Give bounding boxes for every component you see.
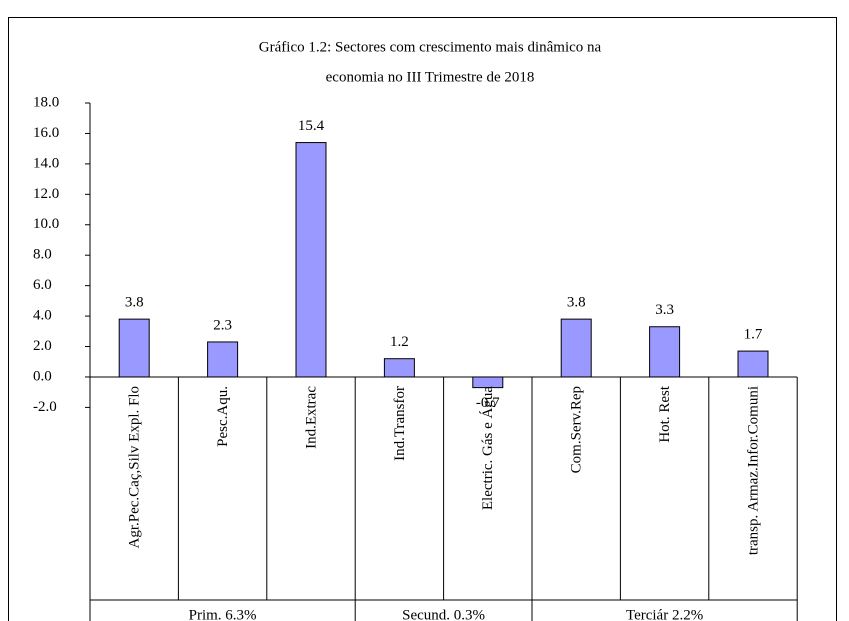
y-tick-label: 12.0 bbox=[33, 186, 59, 202]
group-label: Secund. 0.3% bbox=[402, 607, 485, 621]
x-tick-label: Agr.Pec.Caç,Silv Expl. Flo bbox=[127, 386, 143, 549]
bar bbox=[383, 358, 415, 378]
group-label: Terciár 2.2% bbox=[626, 607, 703, 621]
bar bbox=[737, 350, 769, 378]
data-label: 1.2 bbox=[390, 334, 409, 350]
y-tick-label: 2.0 bbox=[33, 338, 52, 354]
chart-title: Gráfico 1.2: Sectores com crescimento ma… bbox=[259, 39, 602, 55]
chart-title: economia no III Trimestre de 2018 bbox=[326, 69, 535, 85]
y-tick-label: 0.0 bbox=[33, 368, 52, 384]
data-label: 2.3 bbox=[213, 317, 232, 333]
bar bbox=[295, 142, 327, 378]
x-tick-label: Pesc.Aqu. bbox=[215, 386, 231, 447]
y-tick-label: 4.0 bbox=[33, 308, 52, 324]
y-tick-label: 18.0 bbox=[33, 94, 59, 110]
bar bbox=[560, 318, 592, 378]
group-label: Prim. 6.3% bbox=[189, 607, 257, 621]
data-label: -0.7 bbox=[476, 395, 500, 411]
bar bbox=[649, 326, 681, 378]
y-tick-label: 8.0 bbox=[33, 247, 52, 263]
bar bbox=[207, 341, 239, 378]
x-tick-label: transp. Armaz.Infor.Comuni bbox=[745, 386, 761, 555]
y-tick-label: 6.0 bbox=[33, 277, 52, 293]
data-label: 3.8 bbox=[125, 295, 144, 311]
x-tick-label: Electric. Gás e Água bbox=[479, 386, 496, 510]
data-label: 1.7 bbox=[744, 327, 763, 343]
bar bbox=[118, 318, 150, 378]
x-tick-label: Ind.Transfor bbox=[392, 386, 408, 461]
data-label: 3.3 bbox=[655, 302, 674, 318]
x-tick-label: Com.Serv.Rep bbox=[569, 386, 585, 473]
y-tick-label: 16.0 bbox=[33, 125, 59, 141]
data-label: 3.8 bbox=[567, 295, 586, 311]
data-label: 15.4 bbox=[298, 118, 325, 134]
chart-frame bbox=[8, 17, 837, 621]
x-tick-label: Ind.Extrac bbox=[303, 386, 319, 449]
y-tick-label: 14.0 bbox=[33, 155, 59, 171]
y-tick-label: -2.0 bbox=[33, 399, 57, 415]
x-tick-label: Hot. Rest bbox=[657, 385, 673, 443]
y-tick-label: 10.0 bbox=[33, 216, 59, 232]
